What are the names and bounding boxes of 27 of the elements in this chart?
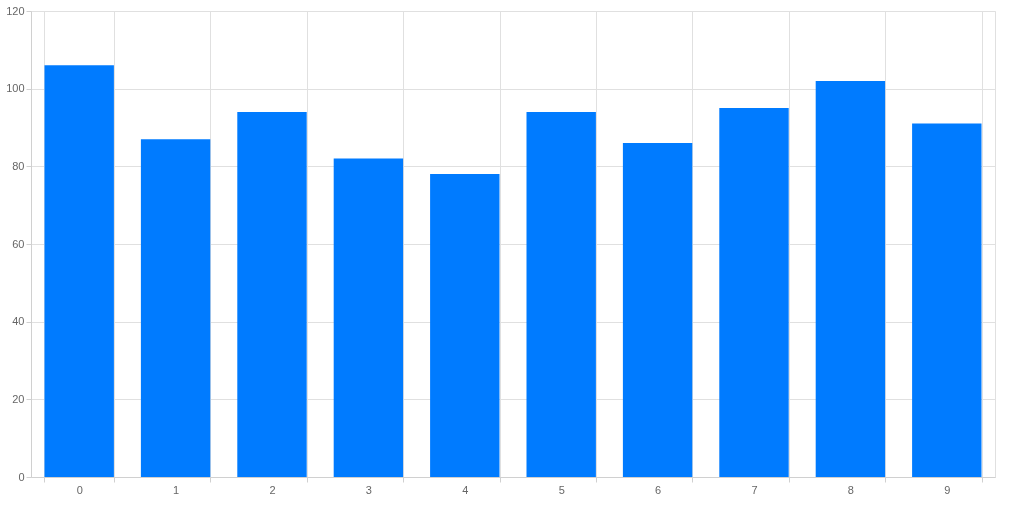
x-tick-label: 0 — [76, 483, 83, 496]
bar — [237, 111, 307, 477]
bar — [430, 174, 500, 477]
y-tick-label: 0 — [18, 470, 25, 483]
bar — [333, 158, 404, 477]
bar — [44, 65, 114, 477]
x-tick-label: 2 — [269, 483, 276, 496]
x-tick-label: 1 — [173, 483, 180, 496]
y-tick-label: 20 — [12, 392, 25, 405]
bar — [719, 108, 789, 477]
x-tick-label: 4 — [462, 483, 469, 496]
bar — [140, 139, 211, 477]
y-tick-label: 120 — [6, 4, 25, 17]
y-tick-label: 100 — [6, 82, 25, 95]
bar — [622, 143, 693, 477]
y-tick-label: 80 — [12, 159, 25, 172]
bar — [815, 80, 886, 477]
y-tick-label: 40 — [12, 315, 25, 328]
x-tick-label: 5 — [558, 483, 565, 496]
x-tick-label: 9 — [944, 483, 951, 496]
x-tick-label: 8 — [847, 483, 854, 496]
bar — [912, 123, 982, 477]
y-tick-label: 60 — [12, 237, 25, 250]
bar — [526, 111, 596, 477]
x-tick-label: 7 — [751, 483, 758, 496]
x-tick-label: 6 — [655, 483, 662, 496]
x-tick-label: 3 — [365, 483, 372, 496]
